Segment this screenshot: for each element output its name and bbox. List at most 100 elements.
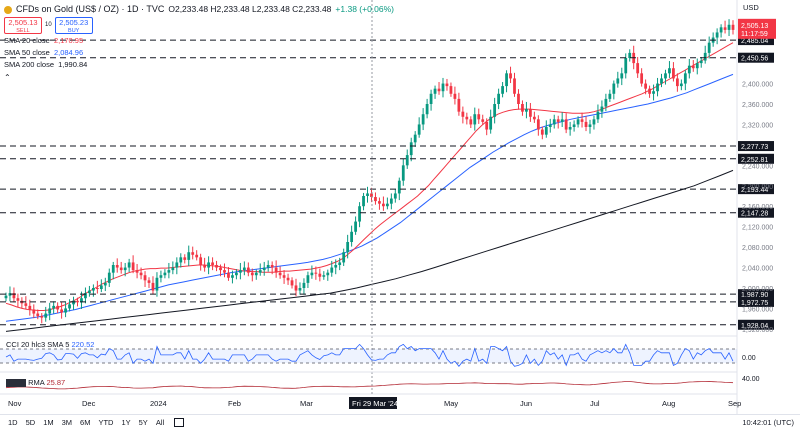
- candle-body: [521, 104, 524, 112]
- x-tick-label: Jun: [520, 399, 532, 408]
- rsi-legend[interactable]: RMA 25.87: [6, 378, 66, 388]
- candle-body: [644, 83, 648, 89]
- sma20-legend[interactable]: SMA 20 close 2,170.95: [4, 35, 394, 46]
- candle-body: [242, 267, 246, 271]
- level-tag-label: 2,277.73: [741, 144, 768, 151]
- candle-body: [660, 78, 663, 84]
- candle-body: [246, 267, 250, 273]
- sma20-line: [5, 42, 734, 311]
- cci-tick-label: 0.00: [742, 355, 756, 362]
- cci-label: CCI 20 hlc3 SMA 5: [6, 340, 70, 349]
- candle-body: [413, 134, 417, 143]
- symbol-title[interactable]: CFDs on Gold (US$ / OZ) · 1D · TVC: [16, 4, 165, 14]
- candle-body: [4, 295, 8, 299]
- candle-body: [580, 119, 584, 122]
- candle-body: [385, 203, 389, 207]
- timeframe-5d[interactable]: 5D: [25, 418, 36, 427]
- candle-body: [509, 73, 512, 79]
- candle-body: [727, 24, 731, 30]
- sma200-legend[interactable]: SMA 200 close 1,990.84: [4, 59, 394, 70]
- cci-legend[interactable]: CCI 20 hlc3 SMA 5 220.52: [6, 340, 94, 349]
- candle-body: [425, 104, 429, 115]
- candle-body: [123, 267, 127, 271]
- candle-body: [576, 119, 580, 125]
- candle-body: [382, 203, 385, 207]
- candle-body: [12, 293, 16, 299]
- rsi-value: 25.87: [46, 378, 66, 387]
- sma200-line: [5, 169, 734, 332]
- candle-body: [699, 60, 703, 64]
- candle-body: [235, 272, 238, 276]
- candle-body: [687, 65, 691, 74]
- timeframe-ytd[interactable]: YTD: [98, 418, 114, 427]
- candle-body: [350, 231, 354, 242]
- sell-button[interactable]: 2,505.13 SELL: [4, 17, 42, 34]
- candle-body: [532, 116, 536, 120]
- candle-body: [32, 309, 36, 314]
- candle-body: [199, 257, 203, 265]
- candle-body: [449, 86, 453, 94]
- sma50-legend[interactable]: SMA 50 close 2,084.96: [4, 47, 394, 58]
- candle-body: [433, 88, 437, 94]
- x-tick-label: Dec: [82, 399, 96, 408]
- candle-body: [429, 93, 433, 104]
- candle-body: [302, 282, 306, 288]
- timeframe-1y[interactable]: 1Y: [121, 418, 131, 427]
- candle-body: [231, 275, 234, 278]
- timeframe-6m[interactable]: 6M: [80, 418, 91, 427]
- candle-body: [529, 109, 532, 117]
- candle-body: [405, 155, 409, 166]
- candle-body: [99, 285, 103, 290]
- candle-body: [76, 300, 79, 303]
- timeframe-5y[interactable]: 5Y: [138, 418, 148, 427]
- buy-button[interactable]: 2,505.23 BUY: [54, 17, 93, 34]
- candle-body: [8, 293, 12, 296]
- candle-body: [652, 91, 655, 94]
- candle-body: [584, 121, 588, 127]
- timeframe-3m[interactable]: 3M: [61, 418, 73, 427]
- candle-body: [374, 197, 377, 202]
- candle-body: [715, 32, 719, 38]
- candle-body: [421, 114, 425, 125]
- timeframe-all[interactable]: All: [155, 418, 165, 427]
- candle-body: [298, 288, 302, 291]
- candle-body: [409, 142, 413, 156]
- x-tick-label: Aug: [662, 399, 675, 408]
- candle-body: [318, 273, 322, 277]
- level-tag-label: 1,972.75: [741, 300, 768, 307]
- rsi-pane: 40.00: [0, 371, 760, 390]
- candle-body: [544, 127, 548, 135]
- candle-body: [139, 272, 143, 276]
- candle-body: [453, 93, 457, 99]
- x-tick-label: May: [444, 399, 458, 408]
- candle-body: [691, 65, 695, 69]
- candle-body: [568, 127, 572, 130]
- candle-body: [56, 305, 60, 310]
- y-tick-label: 2,360.000: [742, 102, 773, 109]
- collapse-chevron-icon[interactable]: ⌃: [4, 73, 11, 82]
- candle-body: [536, 119, 540, 130]
- sma50-path: [5, 73, 734, 322]
- x-tick-label: Sep: [728, 399, 741, 408]
- candle-body: [282, 275, 286, 278]
- candle-body: [151, 282, 155, 291]
- sell-label: SELL: [16, 28, 30, 34]
- candle-body: [461, 111, 465, 117]
- candle-body: [326, 272, 330, 276]
- candle-body: [115, 265, 119, 268]
- candle-body: [119, 267, 123, 271]
- utc-clock[interactable]: 10:42:01 (UTC): [742, 418, 794, 427]
- candle-body: [334, 265, 338, 268]
- price-axis-bg: [737, 0, 800, 414]
- candle-body: [354, 221, 357, 232]
- candle-body: [286, 277, 290, 281]
- candle-body: [223, 270, 226, 273]
- candle-body: [183, 257, 187, 260]
- timeframe-1d[interactable]: 1D: [8, 418, 18, 427]
- candle-body: [707, 42, 711, 53]
- candle-body: [552, 119, 556, 125]
- calendar-icon[interactable]: [174, 418, 185, 427]
- timeframe-1m[interactable]: 1M: [43, 418, 54, 427]
- level-tag-label: 2,252.81: [741, 157, 768, 164]
